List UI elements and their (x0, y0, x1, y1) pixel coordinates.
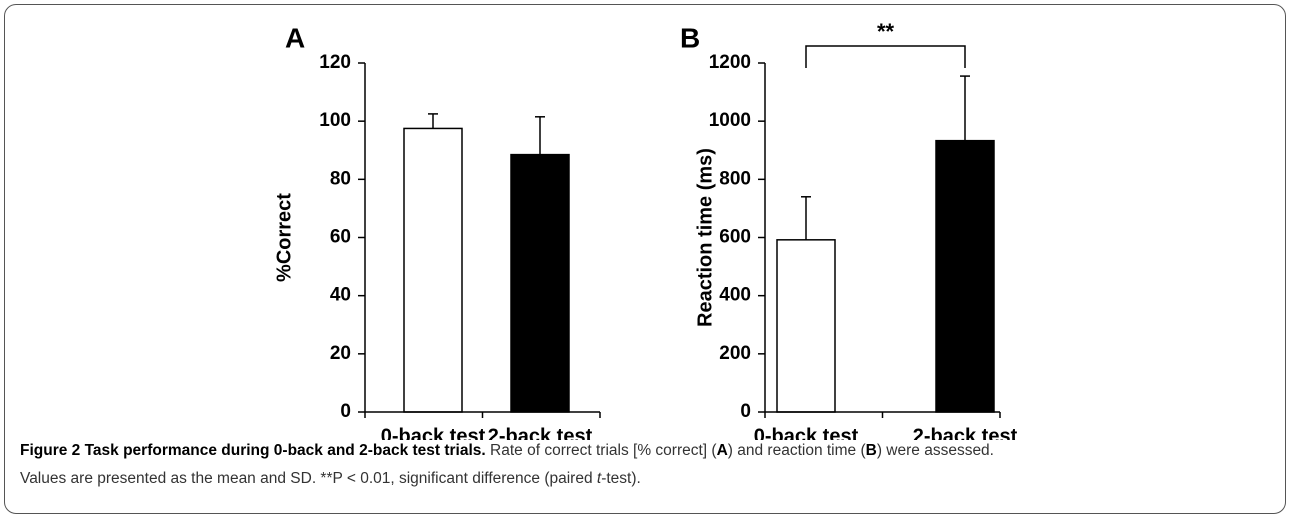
y-tick-label: 0 (340, 401, 351, 422)
y-tick-label: 40 (330, 285, 351, 306)
y-tick-label: 400 (719, 285, 751, 306)
significance-bracket (805, 45, 966, 68)
caption-text: ) and reaction time ( (727, 442, 866, 459)
y-tick-label: 100 (319, 110, 351, 131)
y-tick-label: 200 (719, 343, 751, 364)
x-tick-label: 0-back test (381, 425, 486, 440)
y-tick-label: 120 (319, 52, 351, 73)
bar (935, 139, 995, 413)
y-tick-label: 0 (740, 401, 751, 422)
figure-frame (4, 4, 1286, 514)
caption-text: -test). (601, 470, 641, 487)
panel-label: A (285, 22, 305, 53)
x-tick-label: 2-back test (913, 425, 1018, 440)
y-tick-label: 600 (719, 227, 751, 248)
y-axis-label: Reaction time (ms) (694, 148, 716, 327)
caption-title: Figure 2 Task performance during 0-back … (20, 442, 486, 459)
caption-text: ) were assessed. (876, 442, 994, 459)
bar (510, 153, 570, 413)
bar (776, 239, 836, 413)
caption-ref: A (716, 442, 728, 459)
y-tick-label: 20 (330, 343, 351, 364)
caption-text: Values are presented as the mean and SD.… (20, 470, 597, 487)
y-tick-label: 60 (330, 227, 351, 248)
y-axis-label: %Correct (273, 193, 295, 282)
y-tick-label: 1000 (709, 110, 751, 131)
annotation: ** (877, 19, 895, 44)
y-tick-label: 800 (719, 168, 751, 189)
caption-text: t (596, 470, 602, 487)
caption-ref: B (865, 442, 877, 459)
y-tick-label: 80 (330, 168, 351, 189)
y-tick-label: 1200 (709, 52, 751, 73)
panel-label: B (680, 22, 700, 53)
caption: Figure 2 Task performance during 0-back … (20, 437, 1280, 493)
x-tick-label: 0-back test (754, 425, 859, 440)
x-tick-label: 2-back test (488, 425, 593, 440)
caption-text: Rate of correct trials [% correct] ( (485, 442, 717, 459)
bar (403, 127, 463, 413)
